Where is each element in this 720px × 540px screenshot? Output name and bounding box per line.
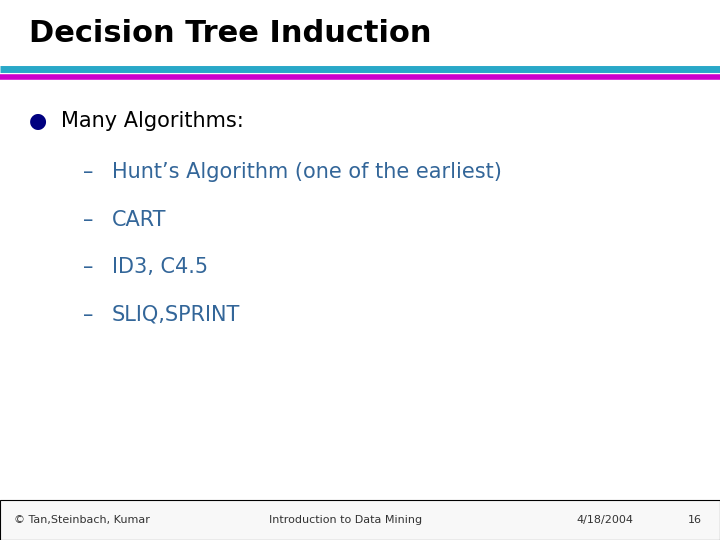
Text: –: – bbox=[83, 257, 93, 277]
FancyBboxPatch shape bbox=[0, 500, 720, 540]
Text: SLIQ,SPRINT: SLIQ,SPRINT bbox=[112, 305, 240, 325]
Text: 16: 16 bbox=[688, 515, 701, 525]
Text: Hunt’s Algorithm (one of the earliest): Hunt’s Algorithm (one of the earliest) bbox=[112, 162, 501, 182]
Text: –: – bbox=[83, 305, 93, 325]
Text: 4/18/2004: 4/18/2004 bbox=[576, 515, 633, 525]
Text: CART: CART bbox=[112, 210, 166, 230]
Text: ID3, C4.5: ID3, C4.5 bbox=[112, 257, 208, 277]
Text: –: – bbox=[83, 162, 93, 182]
Text: Introduction to Data Mining: Introduction to Data Mining bbox=[269, 515, 422, 525]
Text: ●: ● bbox=[29, 111, 47, 131]
Text: Decision Tree Induction: Decision Tree Induction bbox=[29, 19, 431, 48]
Text: –: – bbox=[83, 210, 93, 230]
Text: Many Algorithms:: Many Algorithms: bbox=[61, 111, 244, 131]
Text: © Tan,Steinbach, Kumar: © Tan,Steinbach, Kumar bbox=[14, 515, 150, 525]
